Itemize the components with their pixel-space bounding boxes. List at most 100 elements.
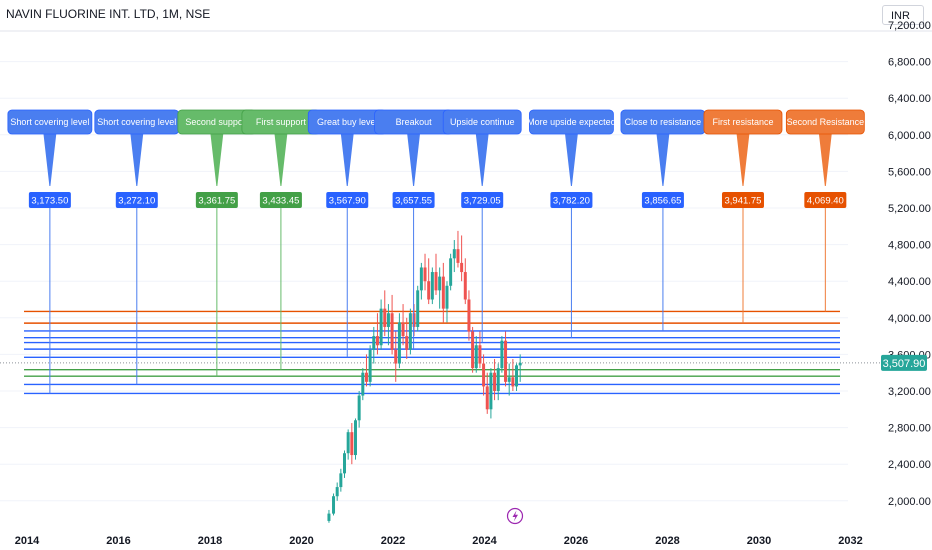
callout-pointer [736, 132, 750, 187]
candle-body [515, 365, 519, 387]
last-price-box [881, 354, 927, 371]
callout-box [785, 109, 865, 135]
callout-box [442, 109, 522, 135]
candle-body [471, 331, 475, 369]
level-callout[interactable]: Second Resistance 4,069.40 [785, 109, 865, 312]
candle-body [364, 372, 368, 382]
y-tick-label: 4,400.00 [888, 276, 931, 288]
y-tick-label: 5,200.00 [888, 203, 931, 215]
level-callout[interactable]: Breakout 3,657.55 [374, 109, 453, 350]
level-value-box [28, 192, 71, 208]
x-tick-label: 2014 [15, 535, 40, 547]
y-axis: 2,000.002,400.002,800.003,200.003,600.00… [888, 20, 931, 508]
level-callout[interactable]: Short covering level 3,173.50 [7, 109, 93, 394]
candle-body [327, 513, 331, 521]
level-callout[interactable]: First support 3,433.45 [241, 109, 321, 370]
candle-body [474, 345, 478, 369]
level-value-box [461, 192, 504, 208]
candle-body [408, 313, 412, 350]
candle-body [357, 395, 361, 421]
level-value-label: 3,433.45 [262, 196, 299, 207]
callout-label: Second support [185, 117, 249, 127]
last-price-value: 3,507.90 [883, 358, 926, 370]
level-value-box [115, 192, 158, 208]
level-callout[interactable]: Second support 3,361.75 [177, 109, 257, 377]
level-value-label: 3,567.90 [329, 196, 366, 207]
x-tick-label: 2032 [838, 535, 862, 547]
level-value-box [326, 192, 369, 208]
candle-body [434, 272, 438, 291]
candles [327, 230, 522, 523]
level-value-label: 3,941.75 [724, 196, 761, 207]
y-tick-label: 2,000.00 [888, 496, 931, 508]
candle-body [346, 432, 350, 454]
candle-body [375, 336, 379, 346]
candle-body [416, 290, 420, 327]
level-callout[interactable]: Close to resistance 3,856.65 [620, 109, 706, 331]
level-value-label: 3,729.05 [464, 196, 501, 207]
callout-pointer [43, 132, 57, 187]
candle-body [467, 299, 471, 332]
y-tick-label: 4,800.00 [888, 240, 931, 252]
level-lines [24, 310, 840, 395]
flash-icon[interactable] [506, 507, 524, 525]
level-callout[interactable]: First resistance 3,941.75 [703, 109, 783, 324]
level-value-box [195, 192, 238, 208]
callout-pointer [475, 132, 489, 187]
candle-body [456, 249, 460, 263]
candle-body [361, 372, 365, 396]
y-tick-label: 2,800.00 [888, 423, 931, 435]
candle-body [438, 276, 442, 291]
candle-body [405, 336, 409, 350]
candle-body [478, 345, 482, 364]
currency-selector[interactable]: INR [882, 5, 924, 25]
candle-body [500, 340, 504, 369]
candle-body [430, 272, 434, 300]
candle-body [339, 473, 343, 488]
candle-body [463, 272, 467, 300]
x-tick-label: 2018 [198, 535, 222, 547]
callout-label: First resistance [712, 117, 773, 127]
candle-body [397, 322, 401, 364]
y-tick-label: 6,000.00 [888, 130, 931, 142]
last-price-label: 3,507.90 [881, 354, 927, 371]
level-callout[interactable]: More upside expected 3,782.20 [527, 109, 616, 338]
y-tick-label: 4,000.00 [888, 313, 931, 325]
level-value-label: 4,069.40 [807, 196, 844, 207]
callout-box [7, 109, 93, 135]
candle-body [350, 432, 354, 456]
callout-label: Short covering level [97, 117, 176, 127]
candle-body [343, 453, 347, 474]
x-tick-label: 2026 [564, 535, 588, 547]
level-callout[interactable]: Upside continue 3,729.05 [442, 109, 522, 343]
level-value-box [804, 192, 847, 208]
callout-pointer [210, 132, 224, 187]
candle-body [441, 276, 445, 309]
candle-body [353, 420, 357, 456]
callout-pointer [130, 132, 144, 187]
callout-label: More upside expected [527, 117, 616, 127]
candle-body [372, 336, 376, 350]
candle-body [496, 368, 500, 391]
level-callout[interactable]: Short covering level 3,272.10 [94, 109, 180, 385]
y-tick-label: 2,400.00 [888, 459, 931, 471]
candle-body [485, 386, 489, 410]
candle-body [419, 267, 423, 291]
x-tick-label: 2028 [655, 535, 679, 547]
candle-body [383, 308, 387, 327]
candle-body [368, 349, 372, 382]
chart-title: NAVIN FLUORINE INT. LTD, 1M, NSE [6, 7, 211, 21]
candle-body [449, 258, 453, 286]
candle-body [394, 349, 398, 364]
level-value-box [641, 192, 684, 208]
callout-box [529, 109, 614, 135]
level-callout[interactable]: Great buy level 3,567.90 [307, 109, 387, 358]
candle-body [390, 313, 394, 350]
callout-label: Great buy level [317, 117, 378, 127]
candle-body [332, 496, 336, 514]
candle-body [423, 267, 427, 282]
y-tick-label: 6,800.00 [888, 57, 931, 69]
y-tick-label: 5,600.00 [888, 166, 931, 178]
candle-body [507, 377, 511, 382]
